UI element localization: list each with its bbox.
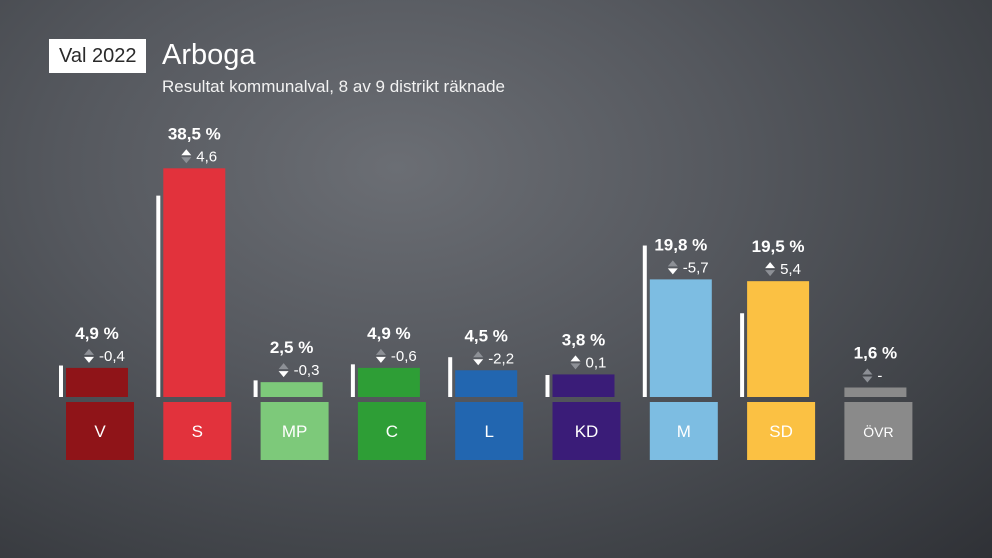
change-label-l: -2,2 <box>488 350 514 367</box>
result-bar-kd <box>552 374 615 397</box>
party-label-sd: SD <box>769 422 793 441</box>
change-label-mp: -0,3 <box>294 362 320 379</box>
change-up-arrow-icon-kd <box>570 355 581 362</box>
change-label-v: -0,4 <box>99 348 125 365</box>
election-year-badge: Val 2022 <box>49 39 147 73</box>
previous-result-bar-v <box>59 365 63 397</box>
value-label-v: 4,9 % <box>75 324 118 343</box>
party-box-s <box>163 402 232 460</box>
change-label-kd: 0,1 <box>586 354 607 371</box>
change-down-arrow-icon-mp <box>278 371 289 378</box>
party-box-kd <box>552 402 621 460</box>
party-label-mp: MP <box>282 422 308 441</box>
previous-result-bar-l <box>448 357 453 397</box>
change-up-arrow-icon-ovr <box>862 368 873 375</box>
result-bar-l <box>455 370 518 397</box>
change-label-ovr: - <box>877 367 882 384</box>
party-box-v <box>66 402 134 460</box>
value-label-kd: 3,8 % <box>562 330 605 349</box>
change-up-arrow-icon-l <box>473 351 484 358</box>
result-bar-c <box>357 367 420 397</box>
change-down-arrow-icon-v <box>84 356 94 363</box>
change-up-arrow-icon-m <box>667 260 678 267</box>
party-label-m: M <box>677 422 691 441</box>
change-down-arrow-icon-ovr <box>862 376 873 383</box>
change-down-arrow-icon-l <box>473 359 484 366</box>
change-down-arrow-icon-m <box>667 268 678 275</box>
party-box-mp <box>260 402 329 460</box>
previous-result-bar-kd <box>545 375 550 397</box>
result-bar-v <box>66 367 128 397</box>
previous-result-bar-c <box>350 364 355 397</box>
value-label-m: 19,8 % <box>654 235 707 254</box>
result-bar-mp <box>260 382 323 397</box>
change-down-arrow-icon-sd <box>765 270 776 277</box>
change-up-arrow-icon-mp <box>278 363 289 370</box>
change-label-m: -5,7 <box>683 259 709 276</box>
party-box-m <box>649 402 718 460</box>
value-label-s: 38,5 % <box>168 124 221 143</box>
municipality-title: Arboga <box>162 39 256 71</box>
change-up-arrow-icon-c <box>375 348 386 355</box>
party-label-s: S <box>192 422 203 441</box>
party-label-l: L <box>484 422 493 441</box>
change-label-c: -0,6 <box>391 348 417 365</box>
value-label-c: 4,9 % <box>367 324 410 343</box>
change-up-arrow-icon-v <box>84 348 94 355</box>
party-label-v: V <box>94 422 106 441</box>
party-box-l <box>455 402 524 460</box>
party-label-ovr: ÖVR <box>863 423 893 440</box>
previous-result-bar-sd <box>740 313 745 397</box>
change-label-sd: 5,4 <box>780 261 801 278</box>
result-bar-m <box>649 279 712 397</box>
value-label-ovr: 1,6 % <box>854 343 897 362</box>
results-subtitle: Resultat kommunalval, 8 av 9 distrikt rä… <box>162 77 505 96</box>
change-up-arrow-icon-sd <box>765 262 776 269</box>
change-label-s: 4,6 <box>196 148 217 165</box>
party-box-sd <box>747 402 816 460</box>
value-label-sd: 19,5 % <box>752 237 805 256</box>
party-box-ovr <box>844 402 913 460</box>
value-label-l: 4,5 % <box>464 326 507 345</box>
change-down-arrow-icon-s <box>181 157 192 164</box>
party-box-c <box>357 402 426 460</box>
value-label-mp: 2,5 % <box>270 338 313 357</box>
result-bar-s <box>163 168 226 397</box>
change-down-arrow-icon-kd <box>570 363 581 370</box>
party-label-kd: KD <box>575 422 599 441</box>
previous-result-bar-s <box>156 195 161 397</box>
previous-result-bar-m <box>642 245 647 397</box>
result-bar-ovr <box>844 387 907 397</box>
change-up-arrow-icon-s <box>181 149 192 156</box>
previous-result-bar-mp <box>253 380 258 397</box>
result-bar-sd <box>747 281 810 397</box>
party-label-c: C <box>386 422 398 441</box>
change-down-arrow-icon-c <box>375 356 386 363</box>
